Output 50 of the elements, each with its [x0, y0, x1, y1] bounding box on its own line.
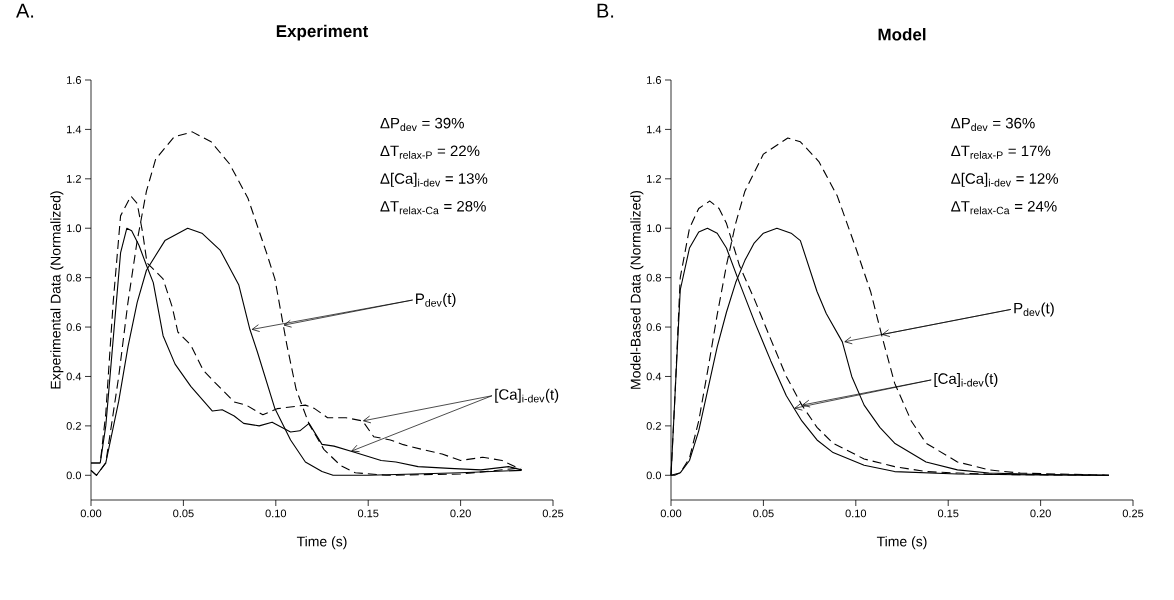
- annotation: ΔT$_{relax-Ca}$ = 28%: [380, 200, 486, 215]
- x-tick-label: 0.15: [357, 509, 379, 518]
- y-tick-label: 1.4: [67, 125, 82, 134]
- annotation: ΔT$_{relax-P}$ = 17%: [951, 145, 1051, 159]
- x-tick-label: 0.10: [265, 509, 287, 518]
- y-tick-label: 0.4: [66, 372, 82, 381]
- x-tick-label: 0.15: [937, 509, 959, 518]
- x-tick-label: 0.00: [660, 509, 682, 518]
- y-tick-label: 0.6: [646, 323, 662, 331]
- y-tick-label: 1.6: [67, 76, 81, 84]
- y-tick-label: 0.0: [66, 471, 82, 480]
- y-tick-label: 1.6: [647, 76, 662, 84]
- text: A.: [16, 3, 34, 18]
- y-tick-label: 0.6: [66, 323, 81, 331]
- y-tick-label: 1.0: [67, 224, 82, 233]
- x-tick-label: 0.25: [1122, 509, 1144, 518]
- x-tick-label: 0.05: [753, 509, 774, 518]
- annotation: [Ca]$_{i-dev}$(t): [934, 372, 998, 387]
- annotation: ΔT$_{relax-P}$ = 22%: [380, 145, 480, 159]
- y-tick-label: 0.2: [646, 421, 661, 430]
- x-tick-label: 0.25: [542, 509, 564, 518]
- y-tick-label: 1.2: [647, 174, 661, 183]
- annotation: ΔP$_{dev}$ = 36%: [951, 117, 1035, 132]
- y-axis-title: Experimental Data (Normalized): [50, 191, 64, 389]
- annotation: P$_{dev}$(t): [1014, 302, 1054, 317]
- x-tick-label: 0.20: [1030, 509, 1051, 518]
- y-tick-label: 1.2: [67, 174, 81, 183]
- annotation: ΔP$_{dev}$ = 39%: [380, 117, 464, 132]
- text: B.: [597, 3, 614, 18]
- x-tick-label: 0.05: [173, 509, 194, 518]
- x-axis-title: Time (s): [296, 536, 347, 550]
- y-tick-label: 0.0: [646, 471, 662, 480]
- x-tick-label: 0.00: [80, 509, 102, 518]
- x-axis-title: Time (s): [876, 536, 927, 550]
- chart-title: Experiment: [276, 24, 369, 41]
- y-tick-label: 0.4: [646, 372, 662, 381]
- annotation: Δ[Ca]$_{i-dev}$ = 12%: [951, 172, 1059, 187]
- y-tick-label: 0.8: [66, 273, 81, 282]
- y-tick-label: 0.8: [646, 273, 662, 282]
- x-tick-label: 0.10: [845, 509, 867, 518]
- annotation: ΔT$_{relax-Ca}$ = 24%: [951, 200, 1057, 215]
- annotation: Δ[Ca]$_{i-dev}$ = 13%: [380, 172, 488, 187]
- y-tick-label: 1.4: [647, 125, 662, 134]
- y-tick-label: 0.2: [66, 421, 81, 430]
- y-tick-label: 1.0: [647, 224, 662, 233]
- y-axis-title: Model-Based Data (Normalized): [630, 190, 644, 389]
- annotation: [Ca]$_{i-dev}$(t): [495, 388, 559, 403]
- x-tick-label: 0.20: [450, 509, 471, 518]
- chart-title: Model: [878, 28, 926, 41]
- annotation: P$_{dev}$(t): [416, 293, 456, 308]
